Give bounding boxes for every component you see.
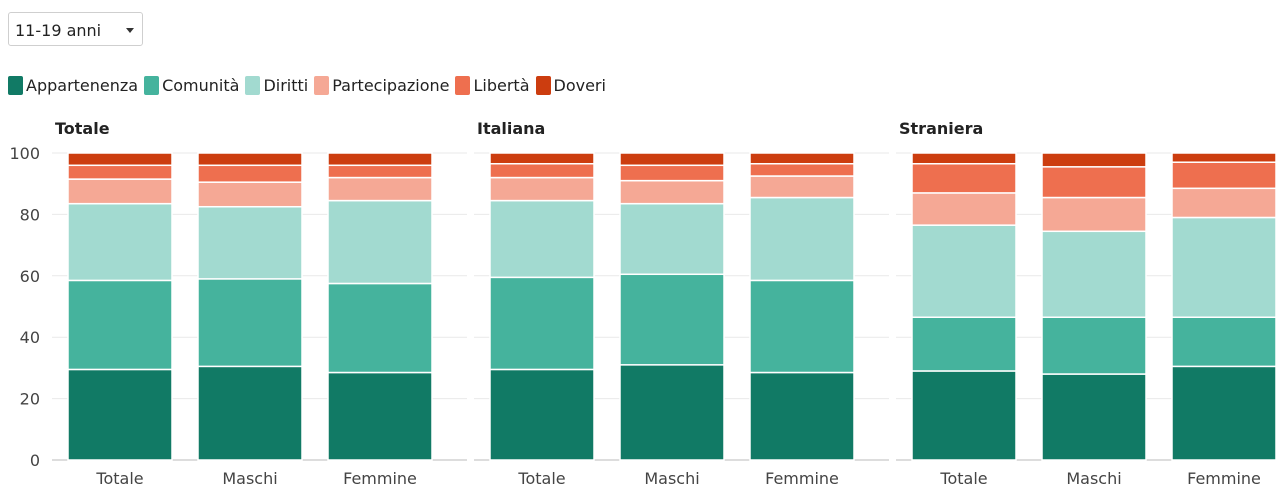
bar-segment-doveri[interactable]: [1041, 152, 1147, 168]
bar-segment-comunità[interactable]: [489, 276, 595, 371]
legend-label: Partecipazione: [332, 76, 450, 95]
y-tick-label: 80: [20, 205, 40, 224]
legend-swatch: [535, 76, 551, 95]
x-tick-label: Maschi: [644, 469, 699, 486]
caret-down-icon: [126, 28, 134, 33]
y-tick-label: 0: [30, 451, 40, 470]
legend-item-libertà[interactable]: Libertà: [455, 76, 530, 95]
x-tick-label: Totale: [517, 469, 565, 486]
legend-label: Doveri: [553, 76, 606, 95]
bar-segment-appartenenza[interactable]: [327, 371, 433, 461]
bar-segment-doveri[interactable]: [749, 152, 855, 165]
bar-segment-partecipazione[interactable]: [1041, 196, 1147, 233]
bar-segment-appartenenza[interactable]: [1041, 373, 1147, 461]
bar-segment-diritti[interactable]: [327, 199, 433, 285]
bar-segment-doveri[interactable]: [197, 152, 303, 167]
legend-label: Diritti: [263, 76, 309, 95]
bar-segment-diritti[interactable]: [67, 202, 173, 282]
x-tick-label: Totale: [939, 469, 987, 486]
panel-italiana: Italiana Totale Maschi Femmine: [474, 119, 889, 486]
bar-segment-libertà[interactable]: [911, 162, 1017, 194]
panel-title: Straniera: [899, 119, 983, 138]
age-group-select[interactable]: 11-19 anni: [8, 12, 143, 46]
bar-segment-doveri[interactable]: [911, 152, 1017, 165]
bar-segment-doveri[interactable]: [619, 152, 725, 167]
x-tick-label: Femmine: [1187, 469, 1261, 486]
legend-item-comunità[interactable]: Comunità: [144, 76, 239, 95]
bar-segment-diritti[interactable]: [749, 196, 855, 282]
bar-segment-partecipazione[interactable]: [327, 176, 433, 202]
legend-swatch: [245, 76, 261, 95]
legend-swatch: [455, 76, 471, 95]
bar-segment-comunità[interactable]: [197, 278, 303, 368]
bar-segment-appartenenza[interactable]: [749, 371, 855, 461]
bar-segment-doveri[interactable]: [67, 152, 173, 167]
x-tick-label: Totale: [95, 469, 143, 486]
panel-title: Italiana: [477, 119, 545, 138]
legend: Appartenenza Comunità Diritti Partecipazion…: [8, 76, 612, 95]
y-tick-label: 100: [9, 144, 40, 163]
legend-swatch: [314, 76, 330, 95]
bar-segment-diritti[interactable]: [619, 202, 725, 276]
bar-segment-libertà[interactable]: [327, 164, 433, 179]
bar-segment-appartenenza[interactable]: [67, 368, 173, 461]
legend-label: Appartenenza: [26, 76, 139, 95]
legend-item-diritti[interactable]: Diritti: [245, 76, 308, 95]
bar-segment-partecipazione[interactable]: [619, 179, 725, 205]
bar-segment-libertà[interactable]: [749, 162, 855, 177]
bar-segment-appartenenza[interactable]: [1171, 365, 1276, 461]
bar-segment-comunità[interactable]: [749, 279, 855, 374]
y-tick-label: 40: [20, 328, 40, 347]
bar-segment-doveri[interactable]: [1171, 152, 1276, 163]
legend-item-doveri[interactable]: Doveri: [535, 76, 606, 95]
bar-segment-diritti[interactable]: [911, 224, 1017, 318]
bar-segment-libertà[interactable]: [619, 164, 725, 182]
panel-title: Totale: [55, 119, 110, 138]
bar-segment-diritti[interactable]: [1171, 216, 1276, 318]
x-tick-label: Maschi: [222, 469, 277, 486]
legend-label: Comunità: [162, 76, 240, 95]
legend-label: Libertà: [473, 76, 530, 95]
x-tick-label: Femmine: [765, 469, 839, 486]
bar-segment-partecipazione[interactable]: [489, 176, 595, 202]
bar-segment-comunità[interactable]: [911, 316, 1017, 372]
bar-segment-doveri[interactable]: [327, 152, 433, 167]
bar-segment-partecipazione[interactable]: [749, 175, 855, 199]
bar-segment-libertà[interactable]: [1171, 161, 1276, 190]
x-tick-label: Maschi: [1066, 469, 1121, 486]
bar-segment-comunità[interactable]: [1171, 316, 1276, 368]
bar-segment-diritti[interactable]: [489, 199, 595, 279]
bar-segment-libertà[interactable]: [197, 164, 303, 183]
bar-segment-comunità[interactable]: [619, 273, 725, 366]
y-tick-label: 60: [20, 267, 40, 286]
legend-swatch: [144, 76, 160, 95]
x-tick-label: Femmine: [343, 469, 417, 486]
bar-segment-comunità[interactable]: [67, 279, 173, 371]
legend-item-appartenenza[interactable]: Appartenenza: [8, 76, 138, 95]
legend-item-partecipazione[interactable]: Partecipazione: [314, 76, 449, 95]
bar-segment-comunità[interactable]: [327, 282, 433, 374]
bar-segment-partecipazione[interactable]: [911, 192, 1017, 226]
bar-segment-diritti[interactable]: [1041, 230, 1147, 318]
bar-segment-libertà[interactable]: [67, 164, 173, 180]
legend-swatch: [8, 76, 23, 95]
bar-segment-appartenenza[interactable]: [911, 370, 1017, 461]
bar-segment-partecipazione[interactable]: [197, 181, 303, 208]
bar-segment-comunità[interactable]: [1041, 316, 1147, 375]
bar-segment-diritti[interactable]: [197, 205, 303, 280]
bar-segment-doveri[interactable]: [489, 152, 595, 165]
bar-segment-appartenenza[interactable]: [619, 364, 725, 461]
y-tick-label: 20: [20, 390, 40, 409]
panel-straniera: Straniera Totale Maschi Femmine: [896, 119, 1276, 486]
bar-segment-libertà[interactable]: [489, 162, 595, 179]
age-group-select-value: 11-19 anni: [15, 21, 102, 40]
bar-segment-libertà[interactable]: [1041, 166, 1147, 199]
bar-segment-partecipazione[interactable]: [1171, 187, 1276, 219]
bar-segment-appartenenza[interactable]: [489, 368, 595, 461]
panel-totale: Totale Totale Maschi Femmine: [52, 119, 467, 486]
bar-segment-partecipazione[interactable]: [67, 178, 173, 205]
bar-segment-appartenenza[interactable]: [197, 365, 303, 461]
